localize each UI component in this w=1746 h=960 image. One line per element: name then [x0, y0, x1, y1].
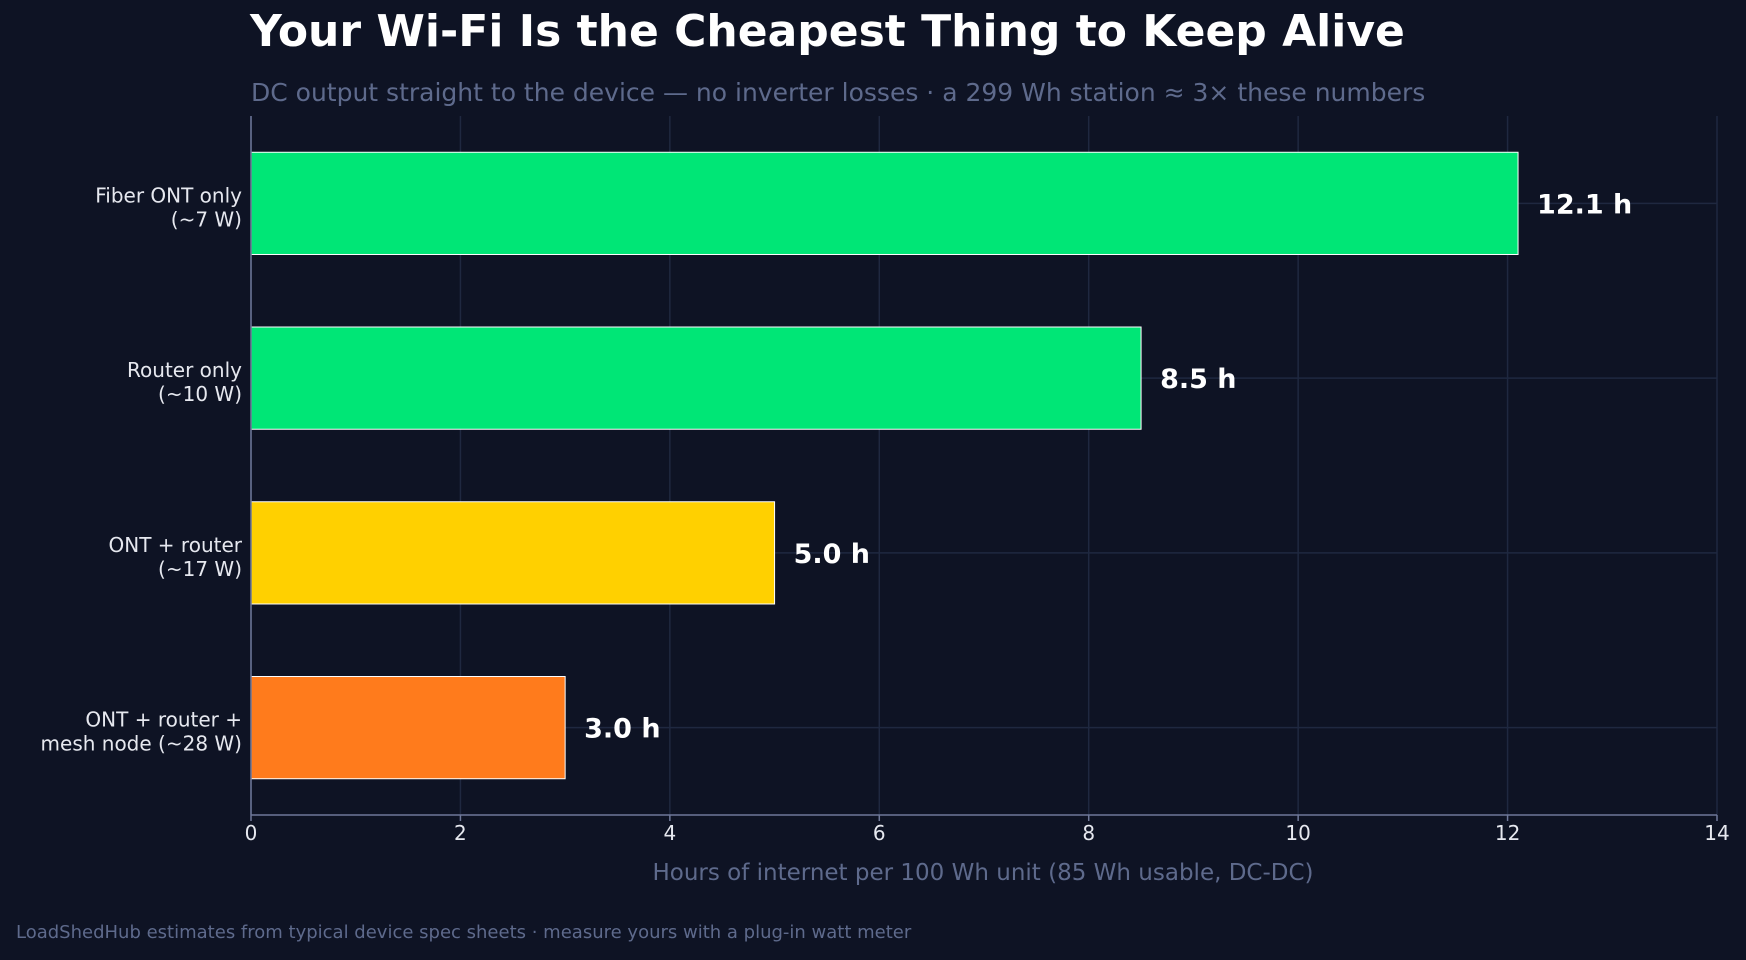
bars: 12.1 h 8.5 h 5.0 h 3.0 h	[250, 151, 1632, 780]
bar-value-label: 8.5 h	[1160, 364, 1236, 395]
x-tick-label: 0	[245, 821, 258, 845]
x-tick-label: 2	[454, 821, 467, 845]
bar	[250, 676, 566, 780]
chart-subtitle: DC output straight to the device — no in…	[251, 78, 1426, 107]
chart-footer: LoadShedHub estimates from typical devic…	[16, 922, 912, 943]
bar	[250, 501, 776, 605]
category-label: Fiber ONT only (~7 W)	[95, 183, 242, 231]
chart-title: Your Wi-Fi Is the Cheapest Thing to Keep…	[250, 6, 1405, 57]
x-tick-label: 6	[873, 821, 886, 845]
category-label: ONT + router + mesh node (~28 W)	[41, 708, 242, 756]
axes: Fiber ONT only (~7 W) Router only (~10 W) ON…	[41, 116, 1730, 845]
x-tick-label: 8	[1082, 821, 1095, 845]
x-axis-label: Hours of internet per 100 Wh unit (85 Wh…	[652, 860, 1313, 886]
bar	[250, 326, 1142, 430]
x-tick-label: 4	[663, 821, 676, 845]
bar	[250, 151, 1519, 255]
x-tick-label: 10	[1285, 821, 1310, 845]
bar-value-label: 5.0 h	[794, 539, 870, 570]
bar-value-label: 3.0 h	[584, 714, 660, 745]
category-label: ONT + router (~17 W)	[109, 533, 243, 581]
bar-value-label: 12.1 h	[1537, 189, 1632, 220]
category-label: Router only (~10 W)	[127, 358, 242, 406]
x-tick-label: 14	[1704, 821, 1729, 845]
x-tick-label: 12	[1495, 821, 1520, 845]
